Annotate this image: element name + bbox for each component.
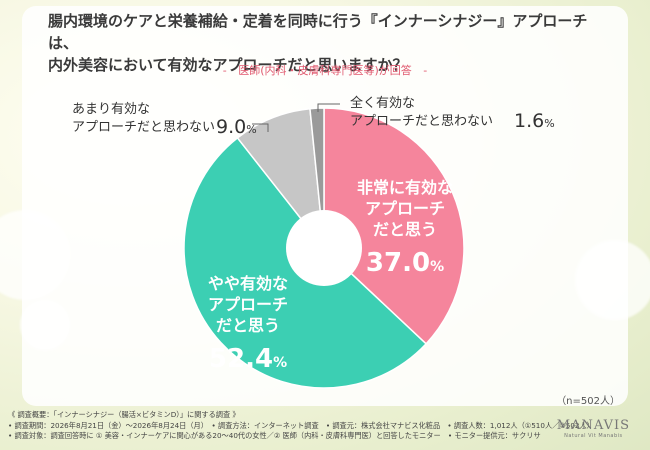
- label-somewhat-pct-num: 52.4: [209, 344, 273, 374]
- sample-size-note: （n=502人）: [556, 396, 620, 407]
- label-somewhat: やや有効な アプローチ だと思う 52.4%: [208, 274, 288, 374]
- footer-line-2: • 調査期間：2026年8月21日（金）〜2026年8月24日（月） • 調査方…: [8, 420, 594, 430]
- label-very: 非常に有効な アプローチ だと思う 37.0%: [357, 178, 453, 278]
- label-somewhat-line-1: やや有効な: [208, 274, 288, 293]
- footer-line-3: • 調査対象：調査回答時に ① 美容・インナーケアに関心がある20〜40代の女性…: [8, 431, 541, 440]
- label-not-much-pct-num: 9.0: [216, 116, 246, 138]
- label-very-line-3: だと思う: [373, 220, 437, 239]
- label-not-at-all-line-2: アプローチだと思わない: [350, 114, 493, 129]
- label-somewhat-line-2: アプローチ: [208, 295, 288, 314]
- title-line-2: 内外美容において有効なアプローチだと思いますか？: [48, 56, 408, 74]
- donut-hole: [286, 210, 362, 286]
- subtitle-text: 医師(内科・皮膚科専門医等)が回答: [238, 64, 412, 77]
- label-not-at-all-pct-sign: %: [544, 117, 554, 130]
- label-very-pct: 37.0%: [366, 248, 444, 278]
- label-not-much: あまり有効な アプローチだと思わない 9.0%: [72, 102, 257, 138]
- footer-line-1: 《 調査概要：「インナーシナジー（腸活×ビタミンD）」に関する調査 》: [8, 410, 240, 419]
- label-somewhat-pct-sign: %: [273, 355, 287, 371]
- logo-text: MANAVIS: [556, 418, 630, 433]
- label-not-at-all-line-1: 全く有効な: [350, 95, 415, 111]
- label-not-at-all-pct-num: 1.6: [514, 110, 544, 132]
- slice-very: [323, 107, 465, 345]
- label-very-line-1: 非常に有効な: [357, 178, 453, 197]
- subtitle-dash-right: -: [423, 64, 428, 77]
- leader-line-not-at-all: [317, 103, 340, 112]
- subtitle-dash-left: -: [222, 64, 227, 77]
- chart-title: 腸内環境のケアと栄養補給・定着を同時に行う『インナーシナジー』アプローチは、 内…: [48, 10, 608, 76]
- label-not-much-pct-sign: %: [246, 123, 256, 136]
- logo-subtext: Natural Vit Manabis: [564, 433, 623, 439]
- leader-line-not-much: [252, 123, 269, 132]
- label-very-pct-sign: %: [430, 259, 444, 275]
- label-somewhat-pct: 52.4%: [209, 344, 287, 374]
- slice-not-much: [236, 107, 326, 251]
- label-not-much-pct: 9.0%: [216, 116, 257, 138]
- chart-subtitle: - 医師(内科・皮膚科専門医等)が回答 -: [0, 62, 650, 78]
- label-not-at-all: 全く有効な アプローチだと思わない 1.6%: [350, 95, 555, 132]
- title-line-1: 腸内環境のケアと栄養補給・定着を同時に行う『インナーシナジー』アプローチは、: [48, 12, 588, 52]
- label-very-line-2: アプローチ: [365, 199, 445, 218]
- label-not-much-line-2: アプローチだと思わない: [72, 120, 215, 135]
- survey-footer: 《 調査概要：「インナーシナジー（腸活×ビタミンD）」に関する調査 》 • 調査…: [8, 410, 594, 442]
- label-not-at-all-pct: 1.6%: [514, 110, 555, 132]
- label-not-much-line-1: あまり有効な: [72, 102, 150, 117]
- label-very-pct-num: 37.0: [366, 248, 430, 278]
- brand-logo: MANAVIS Natural Vit Manabis: [557, 418, 630, 439]
- label-somewhat-line-3: だと思う: [216, 316, 280, 335]
